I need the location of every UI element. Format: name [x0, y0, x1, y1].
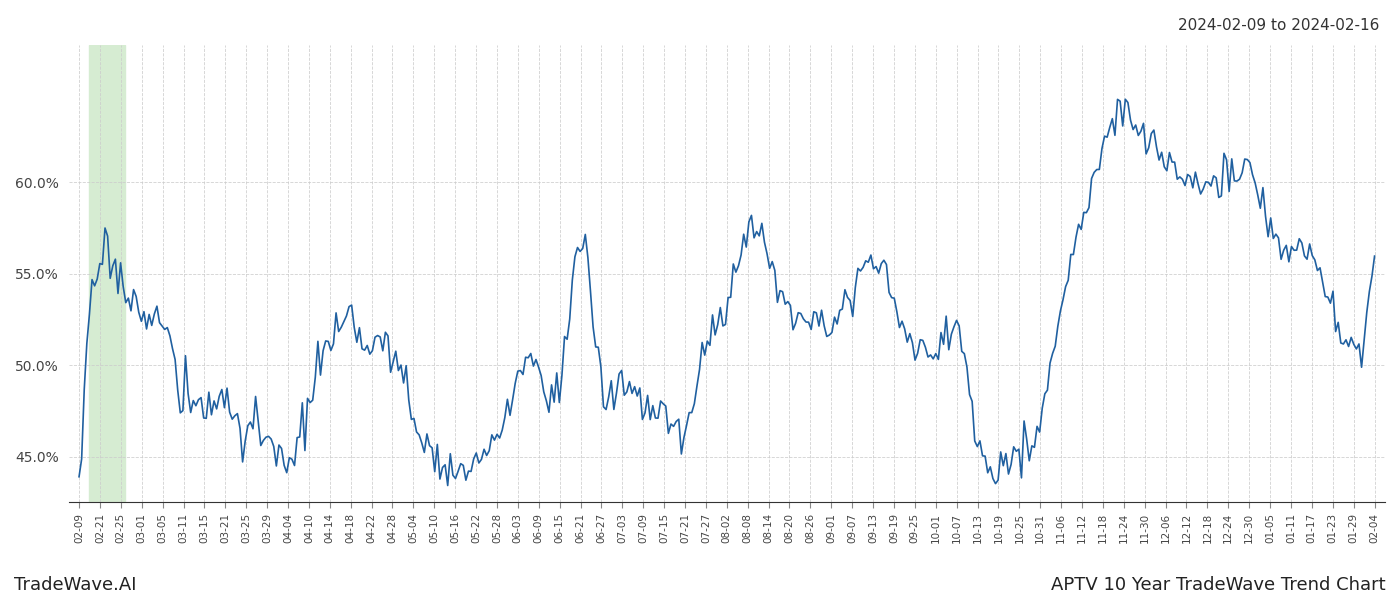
Text: APTV 10 Year TradeWave Trend Chart: APTV 10 Year TradeWave Trend Chart — [1051, 576, 1386, 594]
Text: TradeWave.AI: TradeWave.AI — [14, 576, 137, 594]
Text: 2024-02-09 to 2024-02-16: 2024-02-09 to 2024-02-16 — [1177, 18, 1379, 33]
Bar — [90, 45, 125, 502]
